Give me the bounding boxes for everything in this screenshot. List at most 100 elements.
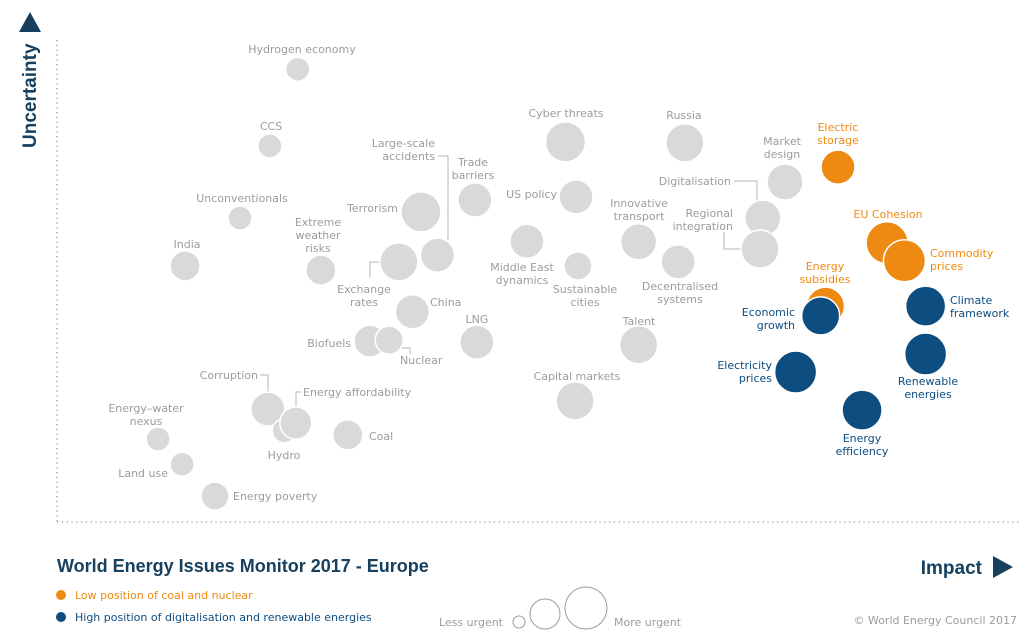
- leader-line: [438, 155, 449, 240]
- bubble-label: Regional integration: [673, 207, 733, 233]
- bubble-label-line: weather: [295, 229, 341, 242]
- bubble-label-line: prices: [930, 260, 963, 273]
- bubble-point: [882, 239, 927, 283]
- bubble-label-line: US policy: [506, 188, 557, 201]
- bubble-label: India: [174, 238, 201, 251]
- bubble-label-line: Terrorism: [346, 202, 398, 215]
- bubble-label-line: China: [430, 296, 461, 309]
- bubble-point: [800, 296, 841, 336]
- bubble-label: EU Cohesion: [853, 208, 922, 221]
- bubble-label: Talent: [622, 315, 656, 328]
- bubble-point: [145, 426, 171, 452]
- bubble-label: Terrorism: [346, 202, 398, 215]
- right-arrow-icon: [993, 556, 1013, 578]
- bubble-label-line: Regional: [686, 207, 733, 220]
- bubble-point: [555, 381, 595, 421]
- chart-title: World Energy Issues Monitor 2017 - Europ…: [57, 556, 429, 576]
- bubble-label-line: Decentralised: [642, 280, 718, 293]
- bubble-label: Energy–water nexus: [108, 402, 184, 428]
- bubble-point: [558, 179, 594, 215]
- bubble-label: Exchange rates: [337, 283, 391, 309]
- bubble-label-line: efficiency: [836, 445, 889, 458]
- bubble-label: Decentralised systems: [642, 280, 718, 306]
- bubble-point: [563, 251, 593, 281]
- bubble-label-line: Biofuels: [307, 337, 351, 350]
- legend-label-blue: High position of digitalisation and rene…: [75, 611, 372, 624]
- legend-swatch-blue: [56, 612, 66, 622]
- bubble-label-line: Energy–water: [108, 402, 184, 415]
- bubble-label: Energy poverty: [233, 490, 318, 503]
- bubble-label-line: Digitalisation: [659, 175, 731, 188]
- bubble-label-line: Trade: [457, 156, 488, 169]
- bubble-label: Energy subsidies: [799, 260, 850, 286]
- bubble-label: Economic growth: [742, 306, 795, 332]
- bubble-label: Sustainable cities: [553, 283, 618, 309]
- bubble-label: Hydro: [268, 449, 301, 462]
- bubble-label-line: systems: [657, 293, 703, 306]
- bubble-point: [169, 250, 201, 282]
- bubble-label-line: India: [174, 238, 201, 251]
- bubble-label-line: nexus: [130, 415, 163, 428]
- bubble-label: Renewable energies: [898, 375, 958, 401]
- bubble-point: [379, 242, 419, 282]
- bubble-label-line: Hydrogen economy: [248, 43, 356, 56]
- bubble-label: Trade barriers: [452, 156, 495, 182]
- leader-lines: [260, 155, 758, 407]
- bubble-label-line: dynamics: [496, 274, 549, 287]
- bubble-label: Corruption: [200, 369, 258, 382]
- bubble-label-line: Energy affordability: [303, 386, 412, 399]
- bubble-label-line: Extreme: [295, 216, 342, 229]
- bubble-label-line: Climate: [950, 294, 993, 307]
- bubble-label-line: prices: [739, 372, 772, 385]
- size-legend-less: Less urgent: [439, 616, 504, 629]
- bubble-label: US policy: [506, 188, 557, 201]
- bubble-label: Large-scale accidents: [372, 137, 436, 163]
- size-legend-medium: [529, 598, 561, 630]
- bubble-label-line: Capital markets: [534, 370, 621, 383]
- bubble-point: [841, 389, 883, 431]
- bubble-label-line: Coal: [369, 430, 393, 443]
- bubble-label-line: Electricity: [717, 359, 772, 372]
- bubble-label-line: Energy poverty: [233, 490, 318, 503]
- bubble-point: [665, 123, 705, 163]
- bubble-label-line: EU Cohesion: [853, 208, 922, 221]
- bubbles: [145, 56, 948, 511]
- bubble-point: [305, 254, 337, 286]
- bubble-point: [419, 237, 456, 273]
- bubble-label: Commodity prices: [930, 247, 994, 273]
- bubble-point: [374, 325, 404, 355]
- leader-line: [260, 374, 269, 392]
- bubble-point: [200, 481, 230, 511]
- bubble-label: Extreme weather risks: [295, 216, 342, 255]
- x-axis-label: Impact: [921, 558, 983, 579]
- size-legend-small: [512, 615, 526, 629]
- size-legend-more: More urgent: [614, 616, 682, 629]
- bubble-point: [766, 163, 804, 201]
- copyright: © World Energy Council 2017: [853, 614, 1017, 627]
- bubble-label-line: Land use: [118, 467, 168, 480]
- bubble-label-line: CCS: [260, 120, 282, 133]
- up-arrow-icon: [19, 12, 41, 32]
- bubble-label-line: cities: [571, 296, 600, 309]
- bubble-point: [250, 391, 286, 427]
- legend-label-orange: Low position of coal and nuclear: [75, 589, 253, 602]
- bubble-label: China: [430, 296, 461, 309]
- bubble-label-line: Market: [763, 135, 801, 148]
- bubble-label: Climate framework: [950, 294, 1010, 320]
- bubble-point: [285, 56, 311, 82]
- y-axis-label: Uncertainty: [20, 43, 41, 148]
- bubble-label: Electric storage: [817, 121, 859, 147]
- bubble-label-line: Innovative: [610, 197, 668, 210]
- bubble-label-line: risks: [305, 242, 331, 255]
- bubble-label: Energy efficiency: [836, 432, 889, 458]
- bubble-label-line: Nuclear: [400, 354, 443, 367]
- bubble-label-line: storage: [817, 134, 859, 147]
- bubble-point: [773, 350, 818, 394]
- bubble-label-line: Energy: [806, 260, 845, 273]
- bubble-point: [332, 419, 364, 451]
- bubble-label-line: Russia: [666, 109, 701, 122]
- bubble-label-line: framework: [950, 307, 1010, 320]
- bubble-label-line: design: [764, 148, 801, 161]
- bubble-label-line: Cyber threats: [528, 107, 603, 120]
